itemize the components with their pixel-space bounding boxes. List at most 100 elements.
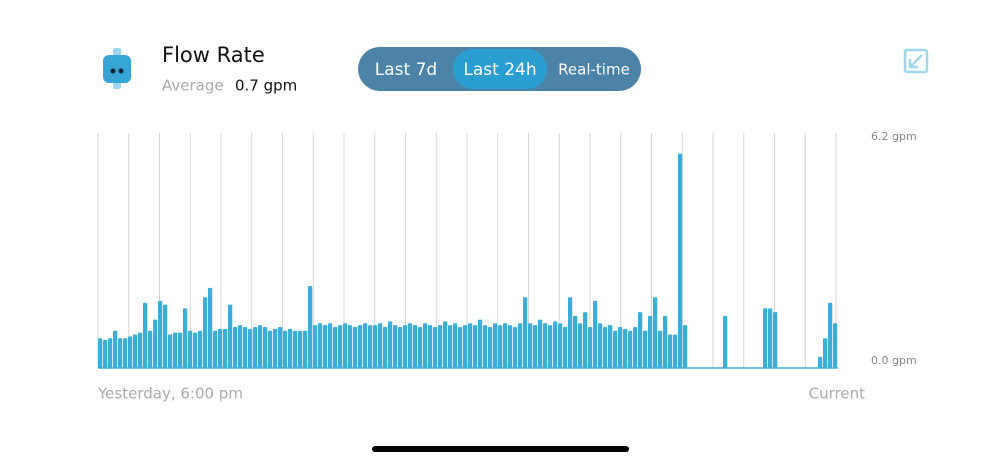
- bar: [298, 330, 303, 368]
- bar: [333, 327, 338, 368]
- bar: [658, 330, 663, 368]
- bar: [818, 356, 823, 368]
- bar: [263, 327, 268, 368]
- bar: [158, 300, 163, 368]
- bar: [653, 297, 658, 368]
- bar: [168, 334, 173, 368]
- bar: [108, 338, 113, 368]
- bar: [163, 304, 168, 368]
- bar: [723, 315, 728, 368]
- bar: [413, 325, 418, 368]
- bar: [528, 323, 533, 368]
- bar: [208, 287, 213, 368]
- bar: [218, 328, 223, 368]
- bar: [833, 323, 838, 368]
- bar: [268, 330, 273, 368]
- bar: [178, 332, 183, 368]
- device-icon: [103, 48, 131, 89]
- expand-icon[interactable]: [903, 48, 929, 74]
- bar: [103, 340, 108, 368]
- bar: [403, 325, 408, 368]
- bar: [133, 334, 138, 368]
- bar: [173, 332, 178, 368]
- bar: [628, 330, 633, 368]
- bar: [348, 325, 353, 368]
- bar: [383, 327, 388, 368]
- bar: [463, 325, 468, 368]
- bar: [683, 325, 688, 368]
- bar: [148, 330, 153, 368]
- bar: [253, 327, 258, 368]
- home-indicator: [372, 446, 629, 452]
- tab[interactable]: Last 24h: [463, 60, 536, 80]
- bar: [328, 323, 333, 368]
- bar: [248, 328, 253, 368]
- bar: [358, 325, 363, 368]
- bar: [343, 323, 348, 368]
- plot: 0.0 gpm 6.2 gpm Yesterday, 6:00 pm Current: [97, 130, 917, 403]
- bar: [393, 325, 398, 368]
- bar: [123, 338, 128, 368]
- bar: [583, 312, 588, 368]
- y-tick-label: 6.2 gpm: [871, 130, 917, 143]
- bar: [773, 312, 778, 368]
- bar: [823, 338, 828, 368]
- tab[interactable]: Real-time: [558, 61, 630, 79]
- bar: [588, 327, 593, 368]
- bar: [538, 319, 543, 368]
- bar: [408, 323, 413, 368]
- bar: [258, 325, 263, 368]
- bar: [508, 325, 513, 368]
- bar: [613, 330, 618, 368]
- bar: [353, 327, 358, 368]
- bar: [428, 325, 433, 368]
- bar: [433, 327, 438, 368]
- bar: [318, 323, 323, 368]
- bar: [553, 321, 558, 368]
- bar: [293, 330, 298, 368]
- bar: [513, 327, 518, 368]
- bar: [603, 327, 608, 368]
- average-value: 0.7 gpm: [235, 77, 297, 95]
- bar: [288, 328, 293, 368]
- bar: [183, 308, 188, 368]
- bar: [398, 327, 403, 368]
- bar: [238, 325, 243, 368]
- bar: [558, 323, 563, 368]
- bar: [388, 321, 393, 368]
- bar: [533, 325, 538, 368]
- tab-active-bg: [453, 49, 547, 89]
- bar: [113, 330, 118, 368]
- bar: [128, 336, 133, 368]
- bar: [768, 308, 773, 368]
- bar: [608, 325, 613, 368]
- bar: [563, 327, 568, 368]
- bar: [303, 330, 308, 368]
- bar: [203, 297, 208, 368]
- bar: [118, 338, 123, 368]
- bar: [668, 334, 673, 368]
- bar: [828, 302, 833, 368]
- y-tick-label: 0.0 gpm: [871, 354, 917, 367]
- bar: [458, 327, 463, 368]
- bar: [188, 330, 193, 368]
- bar: [443, 321, 448, 368]
- bar: [378, 323, 383, 368]
- tab[interactable]: Last 7d: [375, 60, 437, 80]
- bar: [448, 325, 453, 368]
- bar: [518, 323, 523, 368]
- bar: [228, 304, 233, 368]
- bar: [673, 334, 678, 368]
- bar: [438, 325, 443, 368]
- bar: [198, 330, 203, 368]
- bar: [373, 325, 378, 368]
- bar: [638, 312, 643, 368]
- bar: [243, 327, 248, 368]
- bar: [478, 319, 483, 368]
- title: Flow Rate: [162, 43, 265, 67]
- bar: [453, 323, 458, 368]
- bar: [273, 328, 278, 368]
- average-label: Average: [162, 77, 224, 95]
- bar: [623, 328, 628, 368]
